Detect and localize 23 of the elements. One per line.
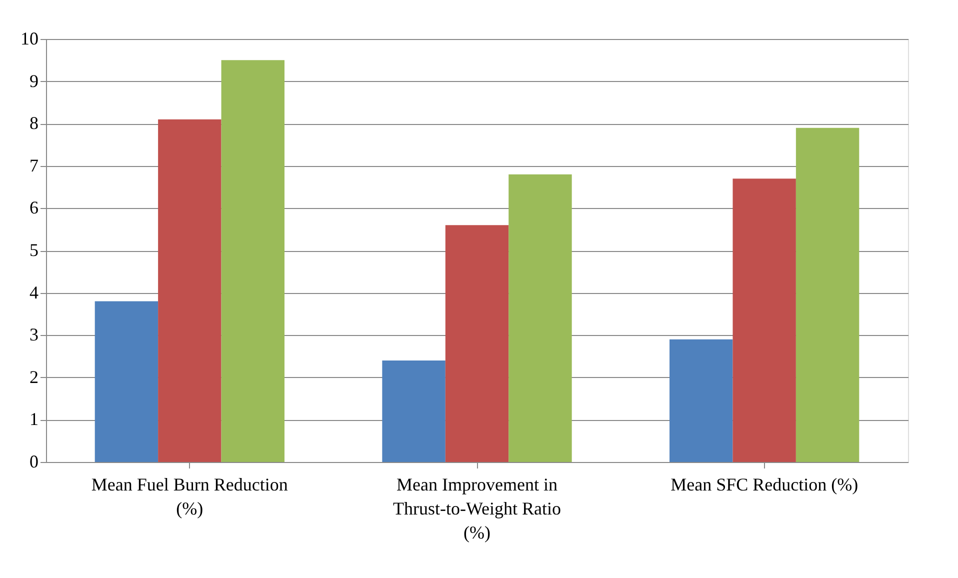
- y-tick-label: 9: [30, 70, 38, 91]
- bar: [508, 174, 572, 462]
- y-tick-label: 5: [30, 240, 38, 260]
- bar: [732, 178, 796, 462]
- y-tick-label: 6: [30, 198, 38, 218]
- y-tick-label: 0: [30, 452, 38, 472]
- x-tick-label: Mean Improvement in Thrust-to-Weight Ratio (%): [392, 474, 562, 542]
- y-tick-label: 4: [30, 282, 38, 302]
- y-tick-label: 7: [30, 155, 38, 176]
- bar: [445, 225, 509, 462]
- bar: [670, 339, 733, 462]
- y-tick-label: 3: [30, 324, 38, 345]
- y-tick-label: 8: [30, 113, 38, 134]
- x-tick-label: Mean SFC Reduction (%): [670, 474, 858, 494]
- y-tick-label: 1: [30, 409, 38, 430]
- bar: [382, 360, 446, 462]
- bar: [158, 119, 222, 462]
- x-tick-label: Mean Fuel Burn Reduction (%): [91, 474, 288, 518]
- bar: [221, 60, 284, 462]
- y-tick-label: 2: [30, 366, 38, 387]
- y-tick-label: 10: [20, 28, 38, 48]
- bar: [94, 301, 158, 462]
- bar: [796, 128, 860, 462]
